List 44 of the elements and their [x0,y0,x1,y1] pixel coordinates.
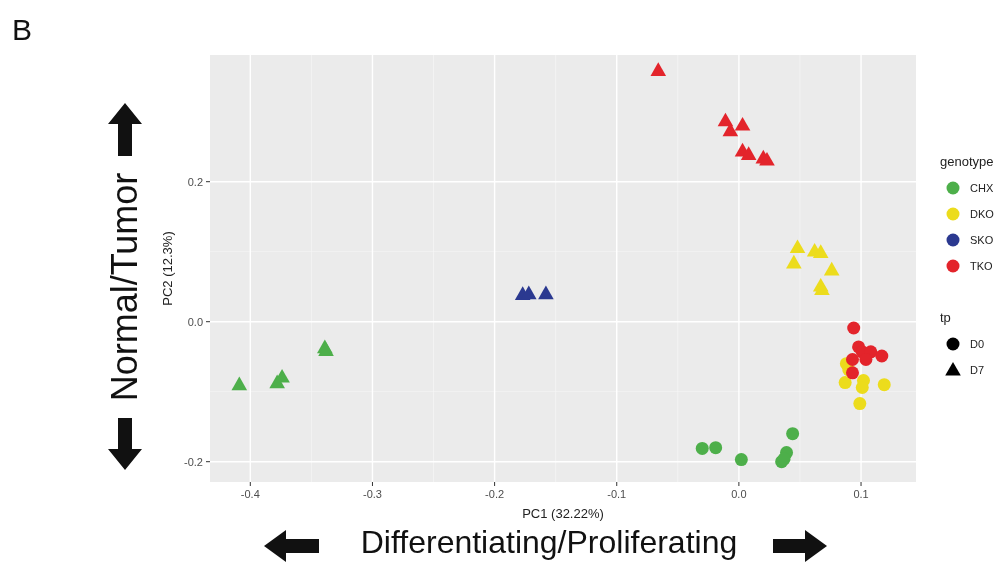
text: Differentiating/Proliferating [360,524,738,560]
x-tick-label: 0.1 [853,488,869,500]
x-tick-label: -0.2 [485,488,505,500]
y-tick-label: 0.2 [187,175,203,188]
legend-label: D0 [970,338,985,350]
point [786,427,800,441]
x-tick-label: -0.4 [240,488,260,500]
text: tp [940,310,951,325]
point [650,62,667,76]
legend-label: TKO [970,260,994,272]
point [231,376,248,391]
y-axis-title: PC2 (12.3%) [160,231,175,306]
point [823,261,840,276]
point [847,321,861,335]
point [740,146,757,160]
x-tick-label: -0.3 [362,488,382,500]
point [717,112,734,127]
legend-label: D7 [970,364,985,376]
text: Normal/Tumor [104,172,145,402]
y-tick-label: -0.2 [184,455,203,468]
point [845,353,859,366]
point [838,376,852,390]
point [538,285,554,300]
x-tick-label: -0.1 [607,488,627,500]
point [877,378,891,392]
y-tick-label: 0.0 [187,315,203,328]
point [759,151,775,166]
point [875,349,889,363]
point [812,244,829,258]
text: B [12,13,33,46]
point [789,239,806,254]
point [786,254,802,269]
point [734,116,751,131]
point [695,441,709,455]
point [855,381,869,394]
point [709,441,723,455]
legend-label: CHX [970,182,994,194]
legend-label: SKO [970,234,994,246]
legend-label: DKO [970,208,995,220]
point [734,453,748,467]
point [853,397,867,411]
x-axis-title: PC1 (32.22%) [522,506,604,521]
x-tick-label: 0.0 [731,488,747,500]
legend-title: genotype [940,154,994,169]
